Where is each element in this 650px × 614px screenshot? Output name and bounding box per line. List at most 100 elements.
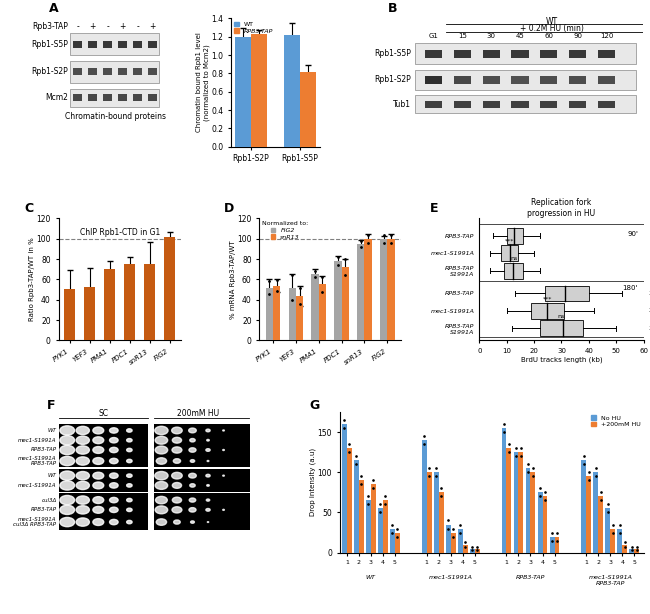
Circle shape bbox=[93, 457, 104, 464]
Circle shape bbox=[76, 426, 89, 435]
Bar bbox=[58, 469, 148, 492]
Bar bbox=[371, 484, 376, 553]
Bar bbox=[88, 68, 98, 75]
Text: SC: SC bbox=[98, 409, 108, 418]
Text: RPB3-TAP: RPB3-TAP bbox=[516, 575, 545, 580]
Bar bbox=[251, 34, 266, 147]
Circle shape bbox=[110, 448, 118, 453]
Bar bbox=[354, 460, 359, 553]
Bar bbox=[598, 50, 616, 58]
Bar bbox=[540, 50, 558, 58]
Circle shape bbox=[60, 518, 75, 527]
Text: Rpb3-TAP: Rpb3-TAP bbox=[32, 22, 68, 31]
Text: +: + bbox=[90, 22, 96, 31]
Bar bbox=[622, 545, 627, 553]
Bar bbox=[482, 101, 500, 108]
Text: 12.8: 12.8 bbox=[649, 233, 650, 238]
Bar bbox=[70, 89, 159, 107]
Bar bbox=[104, 269, 115, 341]
Text: mec1-S1991A
RPB3-TAP: mec1-S1991A RPB3-TAP bbox=[588, 575, 632, 586]
Bar bbox=[530, 472, 536, 553]
Circle shape bbox=[60, 456, 75, 465]
Bar bbox=[153, 494, 250, 530]
Bar bbox=[540, 76, 558, 84]
Bar bbox=[359, 480, 364, 553]
Bar bbox=[424, 101, 442, 108]
Text: G1: G1 bbox=[428, 33, 438, 39]
Circle shape bbox=[93, 472, 104, 479]
Text: RPB3-TAP: RPB3-TAP bbox=[31, 507, 57, 512]
Circle shape bbox=[223, 430, 224, 431]
Circle shape bbox=[156, 458, 166, 464]
Circle shape bbox=[60, 471, 75, 480]
Bar bbox=[311, 274, 318, 341]
Bar bbox=[512, 50, 528, 58]
Text: 45: 45 bbox=[515, 33, 525, 39]
Text: mec1-S1991A
RPB3-TAP: mec1-S1991A RPB3-TAP bbox=[18, 456, 57, 467]
Bar bbox=[133, 41, 142, 48]
Circle shape bbox=[60, 435, 75, 445]
Bar bbox=[133, 95, 142, 101]
Bar bbox=[634, 548, 639, 553]
Text: 200mM HU: 200mM HU bbox=[177, 409, 219, 418]
Circle shape bbox=[93, 437, 104, 444]
Circle shape bbox=[60, 505, 75, 515]
Bar bbox=[426, 472, 432, 553]
Bar bbox=[73, 68, 83, 75]
Bar bbox=[366, 500, 371, 553]
Bar bbox=[554, 537, 560, 553]
Bar bbox=[103, 68, 112, 75]
Circle shape bbox=[60, 426, 75, 435]
Bar bbox=[390, 529, 395, 553]
Bar bbox=[543, 496, 547, 553]
Bar bbox=[148, 41, 157, 48]
Bar bbox=[507, 228, 523, 244]
Bar bbox=[383, 500, 388, 553]
Circle shape bbox=[189, 498, 196, 502]
Bar bbox=[103, 41, 112, 48]
Circle shape bbox=[76, 446, 89, 454]
Circle shape bbox=[93, 427, 104, 434]
Bar bbox=[133, 68, 142, 75]
Circle shape bbox=[93, 497, 104, 503]
Text: 24.7: 24.7 bbox=[649, 308, 650, 313]
Bar bbox=[538, 492, 543, 553]
Circle shape bbox=[76, 481, 89, 489]
Circle shape bbox=[206, 508, 210, 511]
Bar bbox=[318, 284, 326, 341]
Bar bbox=[58, 424, 148, 467]
Bar bbox=[569, 50, 586, 58]
Text: ns: ns bbox=[558, 314, 565, 319]
Bar bbox=[593, 472, 598, 553]
Bar bbox=[341, 267, 349, 341]
Text: ns: ns bbox=[510, 256, 517, 261]
Circle shape bbox=[127, 474, 132, 477]
Circle shape bbox=[190, 460, 194, 462]
Bar bbox=[540, 101, 558, 108]
Bar bbox=[415, 70, 636, 90]
Text: Rpb1-S5P: Rpb1-S5P bbox=[374, 49, 411, 58]
Bar bbox=[512, 76, 528, 84]
Circle shape bbox=[206, 474, 210, 477]
Bar bbox=[273, 286, 280, 341]
Bar bbox=[545, 286, 589, 301]
Circle shape bbox=[172, 497, 181, 503]
Text: ***: *** bbox=[543, 296, 552, 301]
Text: 90': 90' bbox=[627, 230, 638, 236]
Bar bbox=[334, 261, 341, 341]
Circle shape bbox=[127, 499, 132, 502]
Bar bbox=[380, 239, 387, 341]
Circle shape bbox=[172, 437, 181, 443]
Bar bbox=[284, 35, 300, 147]
Circle shape bbox=[207, 484, 209, 486]
Legend: WT, RPB3-TAP: WT, RPB3-TAP bbox=[234, 21, 274, 34]
Text: +: + bbox=[150, 22, 156, 31]
Bar bbox=[463, 545, 467, 553]
Bar bbox=[300, 72, 316, 147]
Bar bbox=[569, 101, 586, 108]
Bar bbox=[148, 68, 157, 75]
Circle shape bbox=[110, 483, 118, 488]
Circle shape bbox=[174, 459, 181, 464]
Circle shape bbox=[110, 519, 118, 525]
Circle shape bbox=[93, 507, 104, 513]
